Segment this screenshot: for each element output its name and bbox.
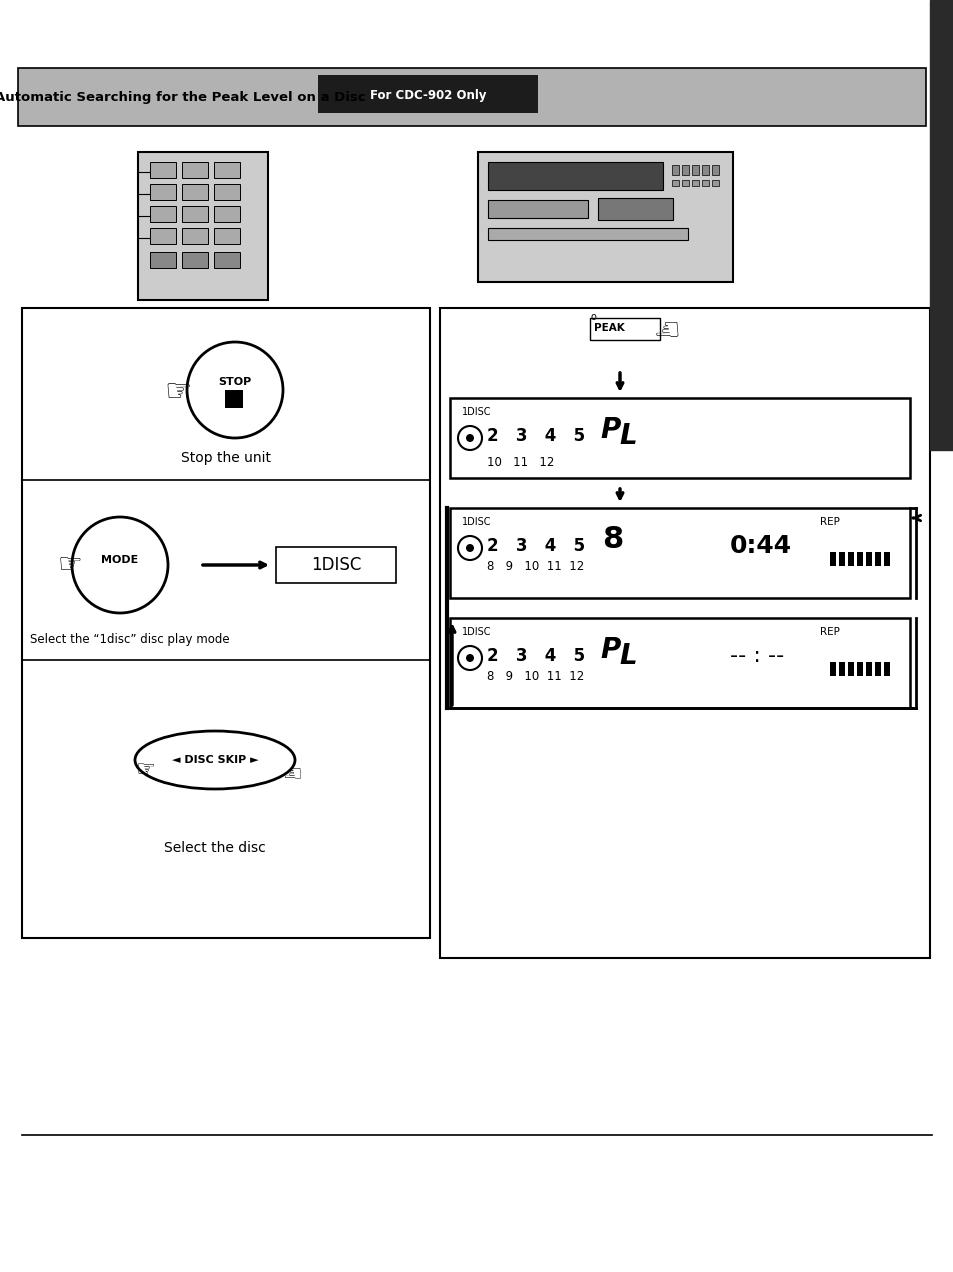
Bar <box>711 181 719 186</box>
Bar <box>865 661 871 675</box>
Text: Select the “1disc” disc play mode: Select the “1disc” disc play mode <box>30 633 230 646</box>
Text: P: P <box>599 416 619 444</box>
Text: Stop the unit: Stop the unit <box>181 452 271 466</box>
Text: PEAK: PEAK <box>594 323 624 333</box>
Circle shape <box>457 646 481 670</box>
Ellipse shape <box>135 731 294 789</box>
Bar <box>450 618 909 709</box>
Bar <box>874 552 880 566</box>
Bar <box>150 206 175 223</box>
Circle shape <box>465 544 474 552</box>
Bar <box>681 165 688 176</box>
Bar <box>883 552 889 566</box>
Bar <box>598 198 672 220</box>
Text: MODE: MODE <box>101 555 138 565</box>
Text: 1DISC: 1DISC <box>311 556 361 574</box>
Bar <box>488 228 687 240</box>
Text: 2   3   4   5: 2 3 4 5 <box>486 427 584 445</box>
Bar <box>856 552 862 566</box>
Bar <box>450 508 909 598</box>
Bar <box>681 181 688 186</box>
Text: 8   9   10  11  12: 8 9 10 11 12 <box>486 560 583 572</box>
Bar <box>589 318 659 340</box>
Bar <box>150 228 175 244</box>
Text: ◄ DISC SKIP ►: ◄ DISC SKIP ► <box>172 756 258 764</box>
Bar <box>182 228 208 244</box>
Bar <box>829 661 835 675</box>
Bar <box>929 0 953 450</box>
Bar <box>477 151 732 282</box>
Bar <box>182 162 208 178</box>
Bar <box>838 552 844 566</box>
Bar <box>213 252 240 268</box>
Circle shape <box>465 654 474 661</box>
Text: ☞: ☞ <box>57 551 82 579</box>
Bar <box>150 252 175 268</box>
Bar <box>138 151 268 300</box>
Circle shape <box>465 434 474 441</box>
Bar <box>213 184 240 200</box>
Text: 2   3   4   5: 2 3 4 5 <box>486 537 584 555</box>
Bar <box>150 162 175 178</box>
Circle shape <box>187 342 283 438</box>
Text: ☞: ☞ <box>649 310 676 340</box>
Circle shape <box>71 516 168 613</box>
Bar <box>213 162 240 178</box>
Bar <box>182 184 208 200</box>
Text: 0:44: 0:44 <box>729 534 791 558</box>
Bar <box>182 252 208 268</box>
Text: 10   11   12: 10 11 12 <box>486 455 554 468</box>
Bar <box>847 552 853 566</box>
Text: o: o <box>590 312 597 322</box>
Bar <box>439 308 929 958</box>
Bar <box>701 165 708 176</box>
Text: ☞: ☞ <box>164 379 192 407</box>
Bar <box>691 165 699 176</box>
Bar <box>711 165 719 176</box>
Text: L: L <box>618 422 636 450</box>
Bar <box>847 661 853 675</box>
Bar <box>829 552 835 566</box>
Text: L: L <box>618 642 636 670</box>
Bar <box>838 661 844 675</box>
Text: 2   3   4   5: 2 3 4 5 <box>486 647 584 665</box>
Bar <box>450 398 909 478</box>
Text: 1DISC: 1DISC <box>461 627 491 637</box>
Text: For CDC-902 Only: For CDC-902 Only <box>370 89 486 102</box>
Bar <box>701 181 708 186</box>
Bar <box>883 661 889 675</box>
Text: REP: REP <box>820 627 839 637</box>
Bar <box>488 200 587 218</box>
Bar <box>317 75 537 113</box>
Bar <box>865 552 871 566</box>
Bar <box>691 181 699 186</box>
Bar <box>671 181 679 186</box>
Bar <box>225 391 243 408</box>
Text: -- : --: -- : -- <box>729 646 783 667</box>
Text: ☞: ☞ <box>280 759 299 780</box>
Circle shape <box>457 536 481 560</box>
Text: REP: REP <box>820 516 839 527</box>
Text: P: P <box>599 636 619 664</box>
Text: STOP: STOP <box>218 377 252 387</box>
Text: Automatic Searching for the Peak Level on a Disc: Automatic Searching for the Peak Level o… <box>0 90 365 103</box>
Bar <box>856 661 862 675</box>
Bar <box>182 206 208 223</box>
Bar <box>488 162 662 190</box>
Text: 1DISC: 1DISC <box>461 516 491 527</box>
Bar <box>213 206 240 223</box>
Text: 8: 8 <box>601 525 622 555</box>
Bar <box>275 547 395 583</box>
Text: Select the disc: Select the disc <box>164 841 266 855</box>
Text: 1DISC: 1DISC <box>461 407 491 417</box>
Circle shape <box>457 426 481 450</box>
Bar <box>22 308 430 937</box>
Bar <box>213 228 240 244</box>
Bar <box>874 661 880 675</box>
Bar <box>671 165 679 176</box>
Text: 8   9   10  11  12: 8 9 10 11 12 <box>486 669 583 683</box>
Text: ☞: ☞ <box>135 759 154 780</box>
Bar <box>150 184 175 200</box>
Bar <box>18 67 925 126</box>
